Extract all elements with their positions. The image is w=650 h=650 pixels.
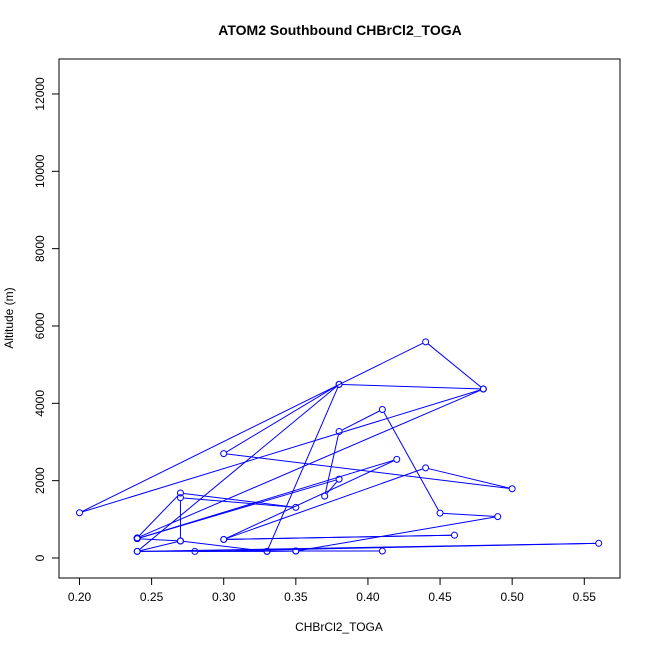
data-point <box>292 503 300 511</box>
series-segment <box>267 387 339 549</box>
series-segment <box>139 386 337 550</box>
data-point <box>393 455 401 463</box>
series-segment <box>139 495 179 536</box>
y-tick-label: 4000 <box>33 390 47 417</box>
data-point <box>176 537 184 545</box>
x-tick-label: 0.50 <box>500 590 524 604</box>
data-point <box>479 385 487 393</box>
x-tick-label: 0.30 <box>212 590 236 604</box>
series-segment <box>299 516 495 551</box>
series-segment <box>140 389 481 538</box>
y-tick-label: 6000 <box>33 312 47 339</box>
y-tick-label: 0 <box>33 554 47 561</box>
y-tick-label: 8000 <box>33 235 47 262</box>
data-point <box>335 475 343 483</box>
data-point <box>508 485 516 493</box>
series-segment <box>342 383 481 390</box>
data-point <box>176 489 184 497</box>
series-segment <box>183 540 264 552</box>
series-segment <box>226 453 509 489</box>
chart-title: ATOM2 Southbound CHBrCl2_TOGA <box>218 22 461 38</box>
x-tick-label: 0.25 <box>140 590 164 604</box>
y-axis: 0 2000 4000 6000 8000 10000 12000 <box>33 77 60 561</box>
series-segment <box>82 389 481 513</box>
x-tick-label: 0.35 <box>284 590 308 604</box>
plot-frame <box>58 58 621 579</box>
series-segment <box>140 538 178 542</box>
data-point <box>378 406 386 414</box>
series-segment <box>226 460 395 539</box>
data-point <box>450 531 458 539</box>
series-segment <box>324 434 339 494</box>
y-tick-label: 12000 <box>33 77 47 111</box>
x-axis: 0.20 0.25 0.30 0.35 0.40 0.45 0.50 0.55 <box>68 577 597 604</box>
series-segment <box>183 497 293 508</box>
data-point <box>220 535 228 543</box>
series-segment <box>428 468 510 489</box>
data-point <box>422 338 430 346</box>
data-point <box>494 513 502 521</box>
x-axis-label: CHBrCl2_TOGA <box>295 620 383 634</box>
x-tick-label: 0.45 <box>428 590 452 604</box>
series-segment <box>140 479 337 539</box>
y-tick-label: 2000 <box>33 467 47 494</box>
series-segment <box>326 481 338 494</box>
data-point <box>263 547 271 555</box>
series-segment <box>427 343 482 388</box>
series-segment <box>227 534 452 540</box>
data-point <box>436 509 444 517</box>
data-point <box>321 492 329 500</box>
series-segment <box>140 541 178 552</box>
data-point <box>422 464 430 472</box>
series-segment <box>341 410 380 431</box>
data-point <box>133 535 141 543</box>
series-segment <box>226 385 337 453</box>
data-point <box>292 547 300 555</box>
data-point <box>335 380 343 388</box>
data-point <box>220 450 228 458</box>
data-point <box>595 539 603 547</box>
x-tick-label: 0.20 <box>68 590 92 604</box>
data-point <box>191 547 199 555</box>
series-segment <box>183 492 293 508</box>
data-point <box>335 428 343 436</box>
data-point <box>378 547 386 555</box>
series-segment <box>443 512 495 517</box>
x-tick-label: 0.55 <box>573 590 597 604</box>
data-point <box>133 547 141 555</box>
x-tick-label: 0.40 <box>356 590 380 604</box>
series-layer <box>76 338 603 555</box>
series-segment <box>226 468 423 539</box>
data-point <box>176 494 184 502</box>
y-axis-label: Altitude (m) <box>2 287 16 348</box>
data-point <box>76 509 83 517</box>
y-tick-label: 10000 <box>33 154 47 188</box>
series-segment <box>383 412 439 511</box>
series-segment <box>82 342 423 512</box>
